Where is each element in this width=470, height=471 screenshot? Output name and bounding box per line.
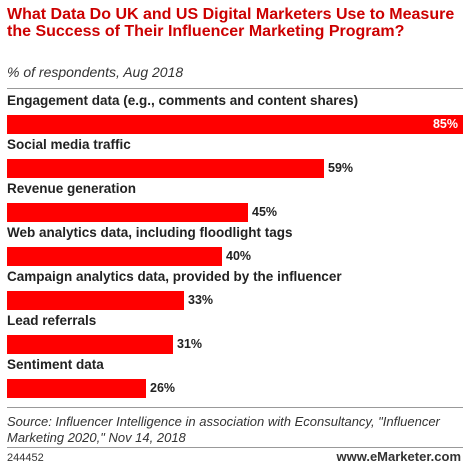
bar bbox=[7, 247, 222, 266]
category-label: Sentiment data bbox=[7, 357, 104, 372]
bar bbox=[7, 379, 146, 398]
value-label: 40% bbox=[226, 249, 252, 263]
brand-logo: www.eMarketer.com bbox=[336, 449, 461, 464]
value-label: 33% bbox=[188, 293, 214, 307]
value-label: 45% bbox=[252, 205, 278, 219]
bar bbox=[7, 159, 324, 178]
value-label: 31% bbox=[177, 337, 203, 351]
bar bbox=[7, 115, 463, 134]
chart-title: What Data Do UK and US Digital Marketers… bbox=[7, 6, 455, 40]
category-label: Revenue generation bbox=[7, 181, 137, 196]
bar bbox=[7, 203, 248, 222]
chart-subtitle: % of respondents, Aug 2018 bbox=[7, 64, 184, 80]
category-label: Campaign analytics data, provided by the… bbox=[7, 269, 342, 284]
bar bbox=[7, 291, 184, 310]
category-label: Engagement data (e.g., comments and cont… bbox=[7, 93, 359, 108]
value-label: 59% bbox=[328, 161, 354, 175]
bar-chart: Engagement data (e.g., comments and cont… bbox=[0, 93, 470, 403]
value-label: 85% bbox=[432, 117, 458, 131]
category-label: Lead referrals bbox=[7, 313, 97, 328]
category-label: Web analytics data, including floodlight… bbox=[7, 225, 293, 240]
bottom-divider bbox=[7, 407, 463, 408]
chart-id: 244452 bbox=[7, 452, 44, 464]
bar bbox=[7, 335, 173, 354]
category-label: Social media traffic bbox=[7, 137, 131, 152]
footer-divider bbox=[7, 447, 463, 448]
top-divider bbox=[7, 88, 463, 89]
source-note: Source: Influencer Intelligence in assoc… bbox=[7, 414, 440, 445]
value-label: 26% bbox=[150, 381, 176, 395]
